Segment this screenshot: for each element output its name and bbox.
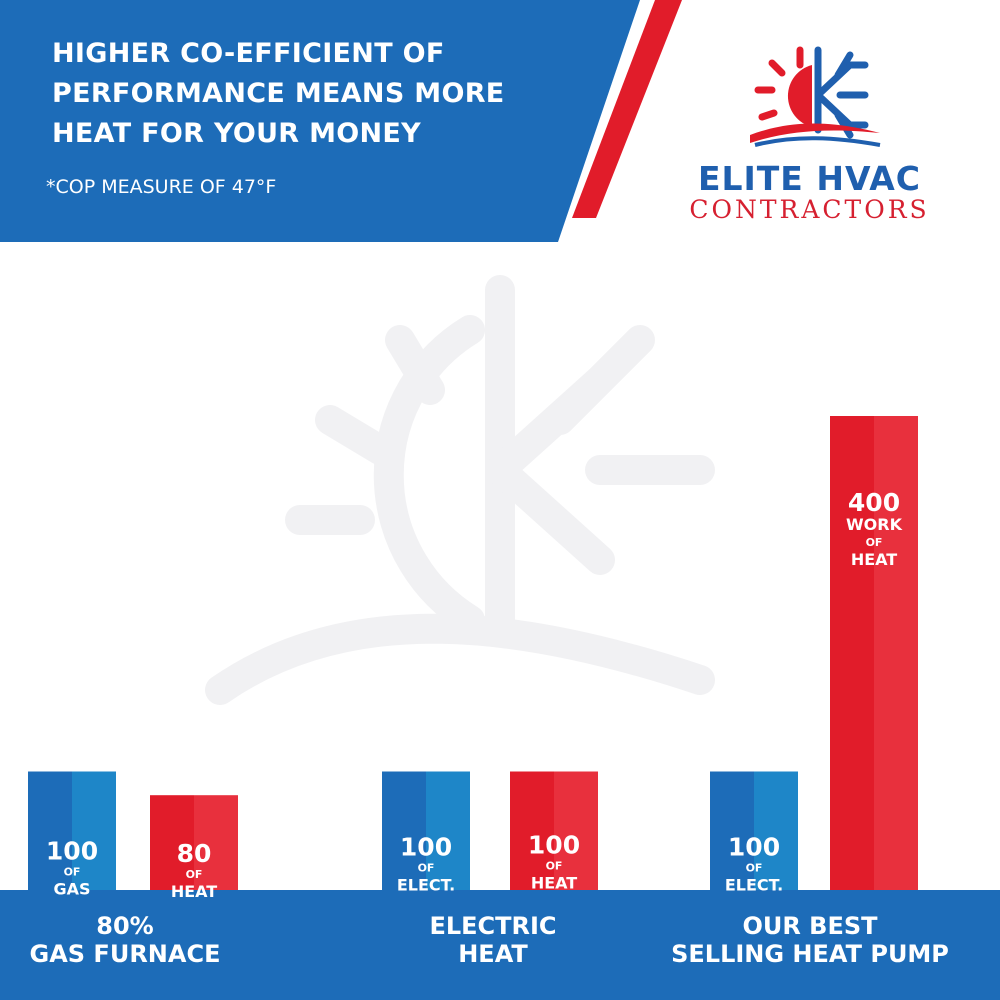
bar-value-label: 400	[848, 488, 900, 517]
logo-name: ELITE HVAC	[697, 159, 922, 198]
bar-right-half	[426, 771, 470, 890]
logo-mark-icon	[750, 46, 881, 147]
bar-caption-label: ELECT.	[397, 876, 455, 895]
bar-caption-label: OF	[746, 862, 763, 875]
headline-line: HIGHER CO-EFFICIENT OF	[52, 38, 445, 69]
bar-value-label: 100	[400, 833, 452, 862]
bar-caption-label: WORK	[846, 515, 903, 534]
bar-caption-label: OF	[866, 536, 883, 549]
headline-line: HEAT FOR YOUR MONEY	[52, 118, 422, 149]
header-banner	[0, 0, 640, 242]
category-label-heat-pump: OUR BEST SELLING HEAT PUMP	[660, 912, 960, 968]
bar-caption-label: OF	[418, 862, 435, 875]
bar-caption-label: HEAT	[171, 882, 217, 901]
category-label-line: SELLING HEAT PUMP	[671, 940, 949, 968]
bars-layer: 100OFGAS80OFHEAT100OFELECT.100OFHEAT100O…	[28, 416, 918, 901]
bar-caption-label: HEAT	[531, 874, 577, 893]
headline-line: PERFORMANCE MEANS MORE	[52, 78, 505, 109]
bar-left-half	[710, 771, 754, 890]
bar-left-half	[510, 771, 554, 890]
category-label-gas-furnace: 80% GAS FURNACE	[10, 912, 240, 968]
bar-caption-label: GAS	[53, 880, 90, 899]
chart-base-band	[0, 890, 1000, 1000]
headline: HIGHER CO-EFFICIENT OF PERFORMANCE MEANS…	[52, 34, 612, 154]
bar-value-label: 100	[728, 833, 780, 862]
logo-subtitle: CONTRACTORS	[689, 195, 930, 224]
bar-caption-label: HEAT	[851, 550, 897, 569]
category-label-line: GAS FURNACE	[29, 940, 221, 968]
bar-caption-label: ELECT.	[725, 876, 783, 895]
company-logo: ELITE HVAC CONTRACTORS	[672, 40, 947, 230]
bar-right-half	[874, 416, 918, 890]
bar-value-label: 80	[177, 839, 212, 868]
category-label-line: OUR BEST	[742, 912, 878, 940]
bar-right-half	[754, 771, 798, 890]
bar-left-half	[150, 795, 194, 890]
category-label-line: ELECTRIC	[429, 912, 557, 940]
bar-value-label: 100	[528, 831, 580, 860]
bar-left-half	[382, 771, 426, 890]
bar-caption-label: OF	[186, 868, 203, 881]
header-accent-stripe	[572, 0, 682, 218]
category-label-electric-heat: ELECTRIC HEAT	[378, 912, 608, 968]
bar-value-label: 100	[46, 837, 98, 866]
bar-caption-label: OF	[64, 866, 81, 879]
watermark-logo-icon	[205, 275, 715, 705]
cop-footnote: *COP MEASURE OF 47°F	[46, 176, 277, 198]
bar-right-half	[194, 795, 238, 890]
bar-right-half	[554, 771, 598, 890]
bar-left-half	[830, 416, 874, 890]
category-label-line: 80%	[96, 912, 154, 940]
bar-caption-label: OF	[546, 860, 563, 873]
category-label-line: HEAT	[458, 940, 528, 968]
bar-left-half	[28, 771, 72, 890]
bar-right-half	[72, 771, 116, 890]
